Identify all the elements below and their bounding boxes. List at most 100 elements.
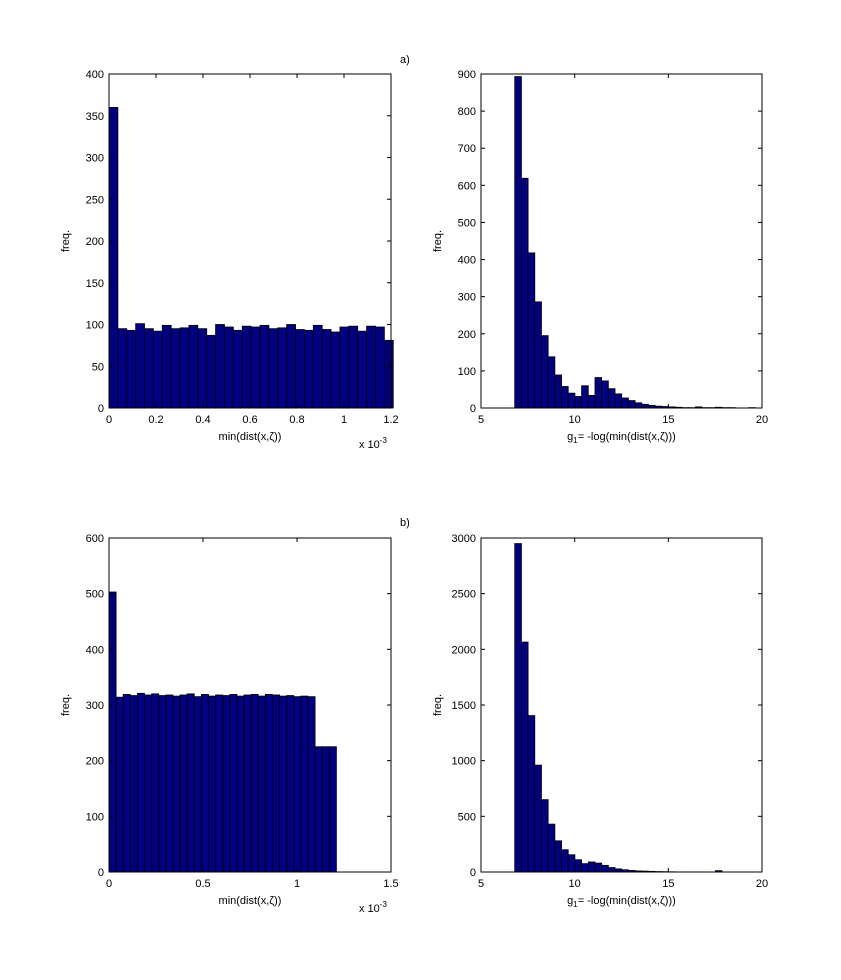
- y-tick-label: 1500: [452, 700, 476, 712]
- histogram-bar: [607, 388, 616, 409]
- histogram-bar: [165, 694, 174, 873]
- y-tick-label: 0: [470, 867, 476, 879]
- histogram-bar: [547, 356, 556, 409]
- histogram-bar: [321, 746, 330, 873]
- histogram-bar: [161, 324, 172, 409]
- histogram-bar: [208, 695, 216, 873]
- histogram-bar: [170, 328, 181, 409]
- histogram-bar: [153, 330, 163, 409]
- histogram-bar: [375, 326, 385, 409]
- histogram-bar: [601, 380, 609, 409]
- y-tick-label: 500: [86, 589, 104, 601]
- x-tick-label: 10: [569, 878, 581, 890]
- histogram-bar: [601, 864, 609, 873]
- histogram-bar: [561, 849, 569, 873]
- histogram-bar: [179, 694, 188, 873]
- x-axis-multiplier: x 10-3: [359, 436, 387, 451]
- histogram-bar: [151, 693, 160, 873]
- histogram-bar: [300, 695, 309, 873]
- histogram-bar: [534, 764, 542, 873]
- histogram-bar: [366, 325, 376, 409]
- y-tick-label: 1000: [452, 756, 476, 768]
- x-tick-label: 0.4: [195, 414, 210, 426]
- histogram-bar: [250, 694, 259, 873]
- histogram-bar: [236, 695, 245, 873]
- y-tick-label: 400: [458, 255, 476, 267]
- histogram-bar: [328, 746, 337, 873]
- histogram-bar: [628, 400, 636, 409]
- y-tick-label: 250: [86, 194, 104, 206]
- histogram-bar: [144, 328, 154, 409]
- histogram-bar: [521, 177, 529, 409]
- x-tick-label: 0: [106, 878, 112, 890]
- x-tick-label: 20: [756, 878, 768, 890]
- x-tick-label: 0.6: [242, 414, 257, 426]
- x-axis-multiplier: x 10-3: [359, 900, 387, 915]
- x-tick-label: 15: [662, 414, 674, 426]
- x-axis-label: g1= -log(min(dist(x,ζ))): [567, 895, 676, 909]
- histogram-bar: [307, 696, 316, 873]
- y-tick-label: 400: [86, 644, 104, 656]
- histogram-bar: [541, 335, 549, 409]
- panel-label-b: b): [400, 517, 410, 529]
- histogram-bar: [304, 329, 314, 409]
- histogram-bar: [634, 402, 643, 409]
- y-tick-label: 0: [98, 867, 104, 879]
- y-tick-label: 350: [86, 111, 104, 123]
- histogram-bar: [554, 374, 562, 409]
- y-axis-label: freq.: [432, 694, 444, 716]
- histogram-distance-a: 0 0.2 0.4 0.6 0.8 1 1.2 0 50 100 150 200 250 300 350 40…: [60, 69, 399, 451]
- y-tick-label: 900: [458, 69, 476, 81]
- histogram-bar: [115, 696, 124, 873]
- histogram-bar: [614, 393, 623, 409]
- histogram-bar: [561, 386, 569, 409]
- axes-box: [480, 73, 763, 409]
- histogram-bar: [241, 325, 252, 409]
- histogram-bar: [108, 107, 119, 409]
- histogram-bar: [108, 591, 117, 873]
- histogram-bar: [574, 859, 582, 873]
- x-tick-label: 0.2: [148, 414, 163, 426]
- y-tick-label: 600: [86, 533, 104, 545]
- histogram-bar: [126, 329, 137, 409]
- histogram-bar: [122, 694, 131, 873]
- histogram-distance-b: 0 0.5 1 1.5 0 100 200 300 400 500 600 freq. min(dist…: [60, 533, 399, 915]
- x-tick-label: 0.8: [289, 414, 304, 426]
- x-tick-label: 1.5: [383, 878, 398, 890]
- y-tick-label: 500: [458, 811, 476, 823]
- histogram-bar: [286, 324, 296, 409]
- histogram-bar: [554, 840, 562, 873]
- y-tick-label: 3000: [452, 533, 476, 545]
- histogram-bar: [179, 327, 190, 409]
- histogram-bar: [158, 695, 167, 873]
- y-tick-label: 300: [458, 292, 476, 304]
- histogram-bar: [215, 694, 224, 873]
- y-tick-label: 200: [458, 329, 476, 341]
- histogram-bar: [581, 385, 589, 409]
- histogram-bar: [137, 692, 145, 873]
- x-tick-label: 0.5: [195, 878, 210, 890]
- histogram-bar: [257, 695, 266, 873]
- y-tick-label: 300: [86, 153, 104, 165]
- histogram-bar: [567, 854, 576, 873]
- histogram-bar: [587, 861, 596, 873]
- y-tick-label: 200: [86, 236, 104, 248]
- histogram-bar: [259, 324, 270, 409]
- histogram-bar: [272, 694, 280, 873]
- histogram-bar: [186, 693, 195, 873]
- histogram-bar: [314, 746, 323, 873]
- histogram-bar: [587, 394, 596, 409]
- x-tick-label: 10: [569, 414, 581, 426]
- histogram-bar: [527, 252, 536, 409]
- histogram-bar: [279, 695, 288, 873]
- histogram-bar: [348, 325, 359, 409]
- x-axis-label: g1= -log(min(dist(x,ζ))): [567, 431, 676, 445]
- histogram-bar: [330, 331, 341, 409]
- histogram-bar: [541, 799, 549, 873]
- histogram-bar: [129, 695, 138, 873]
- histogram-bar: [567, 392, 576, 409]
- histogram-bar: [641, 403, 649, 409]
- histogram-bar: [321, 329, 332, 409]
- histogram-bar: [117, 328, 128, 409]
